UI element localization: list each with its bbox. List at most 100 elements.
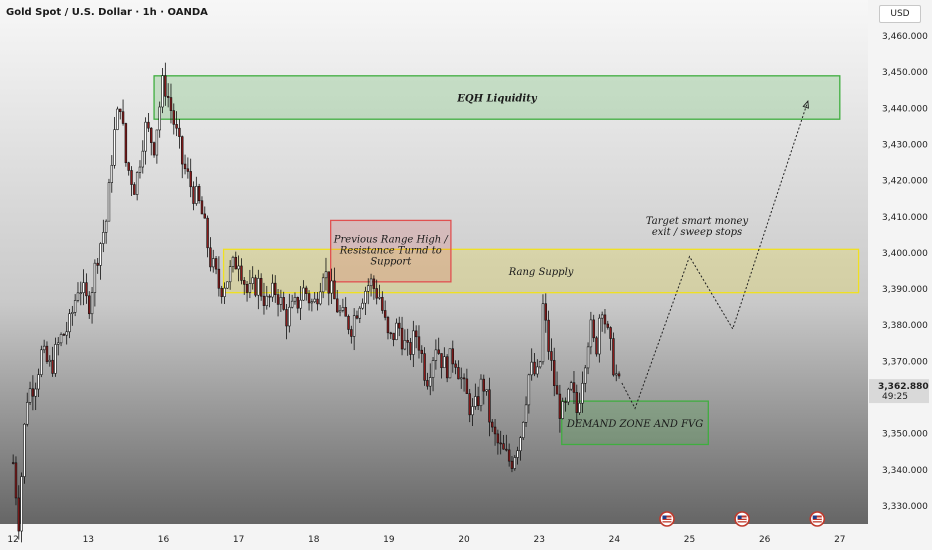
candle-body: [445, 356, 449, 379]
candle-body: [212, 258, 215, 268]
candle-body: [144, 121, 147, 152]
candle-body: [265, 295, 269, 306]
time-axis[interactable]: 12 13 16 17 18 19 20 23 24 25 26 27: [7, 535, 845, 545]
x-tick-label: 16: [158, 535, 170, 545]
flag-icon-canton: [662, 515, 667, 519]
candle-body: [474, 396, 477, 407]
candle-body: [524, 404, 528, 423]
candle-body: [251, 277, 254, 284]
candle-body: [434, 349, 438, 361]
candle-body: [183, 163, 187, 170]
candle-body: [536, 366, 539, 375]
countdown-label: 49:25: [882, 392, 908, 402]
candle-body: [195, 186, 198, 204]
candle-body: [40, 349, 43, 375]
candle-body: [135, 172, 139, 195]
candle-body: [341, 307, 345, 311]
candle-body: [48, 359, 52, 362]
candle-body: [488, 389, 491, 423]
candle-body: [581, 382, 584, 404]
flag-icon-stripe: [662, 517, 672, 519]
candle-body: [378, 297, 381, 299]
flag-icon-stripes: [812, 515, 822, 523]
candle-body: [220, 287, 223, 297]
us-flag-icon[interactable]: [809, 511, 826, 527]
price-axis[interactable]: 3,330.0003,340.0003,350.0003,360.0003,37…: [869, 32, 929, 512]
candle-body: [152, 142, 156, 156]
projection-path: [621, 100, 809, 410]
chart-title: Gold Spot / U.S. Dollar · 1h · OANDA: [6, 7, 208, 18]
y-tick-label: 3,370.000: [882, 357, 928, 367]
candle-body: [493, 426, 497, 435]
candle-body: [259, 278, 263, 297]
flag-icon-stripe: [662, 520, 672, 522]
candle-body: [538, 361, 542, 368]
candle-body: [161, 75, 164, 108]
candle-body: [575, 392, 579, 413]
candle-body: [113, 129, 116, 166]
candle-body: [578, 402, 581, 413]
candle-body: [62, 334, 66, 336]
candle-body: [45, 345, 49, 362]
candle-body: [290, 300, 294, 308]
flag-icon-stripes: [662, 515, 672, 523]
candle-body: [99, 243, 102, 266]
candle-body: [73, 300, 77, 313]
us-flag-icon[interactable]: [734, 511, 750, 527]
candle-body: [217, 268, 221, 289]
candle-body: [507, 449, 511, 462]
candle-body: [245, 284, 249, 293]
candle-body: [479, 378, 483, 407]
candle-body: [282, 297, 285, 310]
candle-body: [130, 170, 133, 185]
candle-body: [615, 373, 618, 376]
candle-body: [612, 338, 615, 376]
candle-body: [431, 360, 435, 378]
candle-body: [240, 265, 243, 281]
candle-body: [11, 462, 15, 464]
candle-body: [476, 396, 480, 407]
candle-body: [600, 314, 604, 319]
candle-body: [34, 388, 37, 397]
candle-body: [369, 278, 373, 287]
candle-body: [460, 377, 463, 380]
candle-body: [386, 317, 390, 334]
x-tick-label: 19: [383, 535, 395, 545]
candle-body: [28, 388, 32, 403]
candle-body: [499, 442, 502, 445]
candle-body: [324, 271, 328, 279]
candle-body: [541, 303, 545, 363]
candle-body: [197, 186, 201, 202]
candle-body: [268, 295, 271, 298]
candle-body: [276, 294, 280, 305]
projection-arrowhead: [802, 100, 809, 109]
candle-body: [299, 299, 302, 309]
callout-line: Previous Range High /: [333, 234, 450, 245]
candle-body: [603, 314, 607, 325]
callout-line: Resistance Turnd to: [339, 245, 442, 256]
candle-body: [352, 315, 356, 337]
us-flag-icon[interactable]: [659, 511, 675, 527]
last-price-label: 3,362.880: [878, 382, 929, 392]
candle-body: [248, 283, 252, 293]
candle-body: [426, 380, 429, 387]
last-price-tag[interactable]: [869, 379, 929, 404]
candle-body: [598, 317, 601, 355]
x-tick-label: 17: [233, 535, 244, 545]
candle-body: [200, 200, 204, 215]
candle-body: [316, 298, 319, 305]
candle-body: [398, 322, 401, 329]
candle-body: [505, 448, 508, 451]
candle-body: [20, 476, 23, 532]
candle-body: [310, 301, 314, 304]
zone-label: Rang Supply: [508, 267, 574, 278]
candle-body: [82, 282, 85, 294]
candle-body: [209, 247, 212, 268]
y-tick-label: 3,440.000: [882, 104, 928, 114]
candle-body: [451, 348, 455, 365]
currency-button[interactable]: USD: [879, 5, 921, 23]
flag-icon-stripe: [737, 520, 747, 522]
candle-body: [166, 95, 170, 98]
